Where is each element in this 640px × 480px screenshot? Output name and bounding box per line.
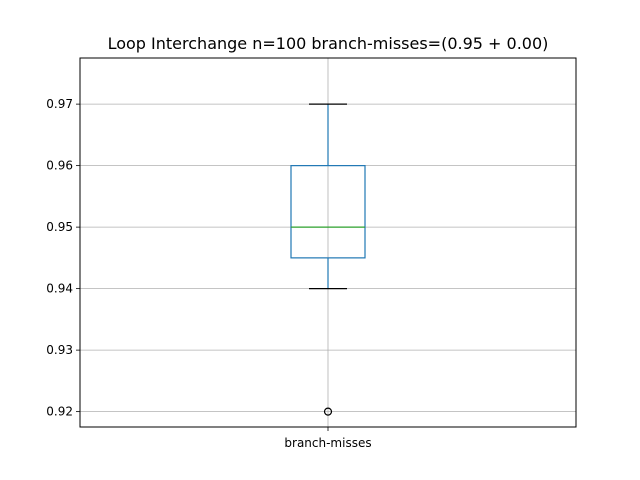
y-tick-label: 0.92 bbox=[46, 405, 73, 419]
y-tick-label: 0.97 bbox=[46, 97, 73, 111]
axis-layer: 0.92 0.93 0.94 0.95 0.96 0.97 branch-misses bbox=[46, 97, 371, 450]
y-tick-label: 0.95 bbox=[46, 220, 73, 234]
box-layer bbox=[290, 103, 366, 416]
y-tick-label: 0.96 bbox=[46, 159, 73, 173]
chart-title: Loop Interchange n=100 branch-misses=(0.… bbox=[108, 34, 549, 53]
box-iqr bbox=[290, 165, 366, 259]
x-tick-label: branch-misses bbox=[284, 436, 371, 450]
y-tick-label: 0.93 bbox=[46, 343, 73, 357]
outlier-point bbox=[323, 407, 333, 416]
y-tick-label: 0.94 bbox=[46, 282, 73, 296]
